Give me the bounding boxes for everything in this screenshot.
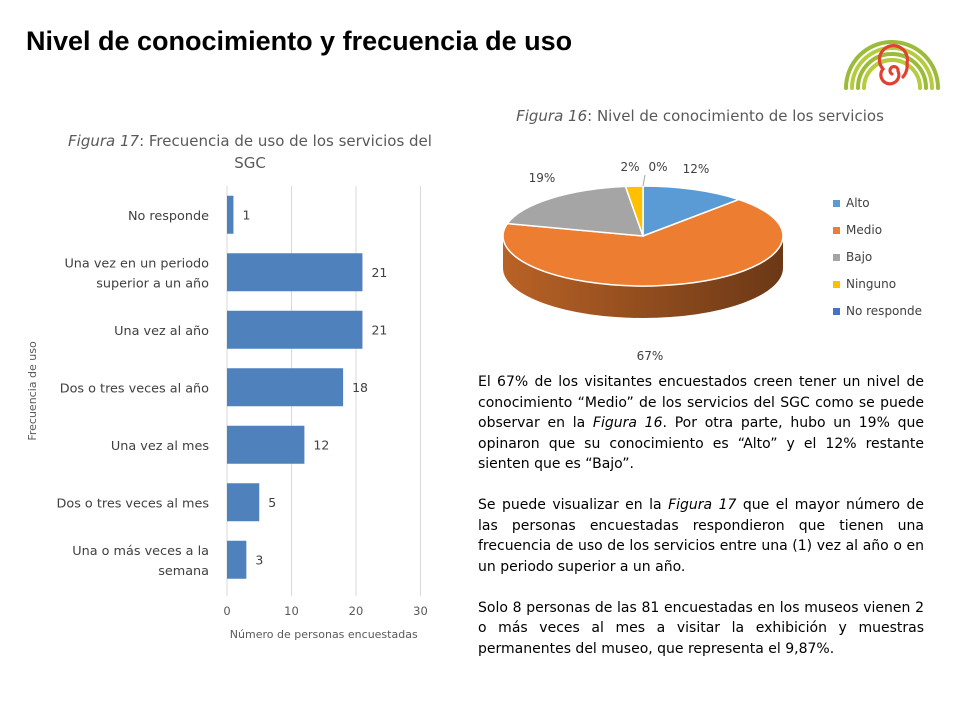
legend-label: No responde: [846, 304, 922, 318]
bar: [227, 425, 305, 464]
pie-chart-title: Figura 16: Nivel de conocimiento de los …: [500, 105, 900, 127]
category-label-line: superior a un año: [96, 276, 209, 291]
category-label-line: Una vez en un periodo: [64, 256, 209, 271]
bar-data-label: 21: [371, 322, 387, 337]
legend-label: Alto: [846, 196, 870, 210]
bar: [227, 483, 260, 522]
pie-data-label: 19%: [529, 171, 556, 185]
x-tick-label: 10: [284, 604, 299, 618]
bar-data-label: 1: [242, 207, 250, 222]
pie-chart-title-text: : Nivel de conocimiento de los servicios: [587, 107, 884, 125]
y-axis-title: Frecuencia de uso: [26, 341, 39, 441]
description-text: El 67% de los visitantes encuestados cre…: [478, 372, 924, 680]
category-label: Una vez al año: [114, 324, 209, 339]
bar: [227, 540, 247, 579]
category-label: Una o más veces a la semana: [72, 544, 209, 579]
legend-label: Medio: [846, 223, 882, 237]
paragraph-2: Se puede visualizar en la Figura 17 que …: [478, 495, 924, 577]
bar-data-label: 5: [268, 495, 276, 510]
category-label-line: Una vez al mes: [111, 439, 209, 454]
bar: [227, 253, 363, 292]
x-axis-title: Número de personas encuestadas: [230, 628, 418, 641]
legend-swatch: [833, 281, 840, 288]
pie-data-label: 2%: [620, 160, 639, 174]
category-label: Dos o tres veces al año: [60, 381, 209, 396]
bar-data-label: 3: [255, 552, 263, 567]
pie-slice-side: [503, 236, 783, 318]
pie-data-label: 0%: [648, 160, 667, 174]
page-title: Nivel de conocimiento y frecuencia de us…: [26, 26, 573, 56]
bar-chart-title-text: : Frecuencia de uso de los servicios del…: [139, 132, 432, 172]
paragraph-2-part-b: que el mayor número de las personas encu…: [478, 497, 924, 575]
paragraph-1-figure-ref: Figura 16: [592, 415, 663, 431]
paragraph-3: Solo 8 personas de las 81 encuestadas en…: [478, 599, 924, 657]
legend-swatch: [833, 254, 840, 261]
legend-swatch: [833, 227, 840, 234]
pie-leader-line: [642, 174, 646, 187]
legend-swatch: [833, 308, 840, 315]
x-tick-label: 30: [413, 604, 428, 618]
pie-slice: [624, 185, 644, 237]
bar: [227, 195, 234, 234]
category-label: Una vez al mes: [111, 439, 209, 454]
bar: [227, 310, 363, 349]
pie-slice: [642, 185, 742, 238]
bar-data-label: 12: [313, 437, 329, 452]
bar-chart: 0 10 20 30 1 No responde 21 Una vez en un perio…: [26, 186, 428, 641]
bar-data-label: 18: [352, 380, 368, 395]
category-label: No responde: [128, 209, 209, 224]
bar-chart-title: Figura 17: Frecuencia de uso de los serv…: [60, 130, 440, 174]
bar-chart-figure-label: Figura 17: [68, 132, 140, 150]
category-label-line: semana: [158, 564, 209, 579]
pie-chart-figure-label: Figura 16: [516, 107, 588, 125]
pie-chart: 12% 67% 19% 2% 0% Alto Medio Bajo Ninguno No resp…: [502, 160, 922, 363]
paragraph-1-part-a: El 67% de los visitantes encuestados cre…: [478, 374, 924, 431]
pie-slice: [506, 185, 645, 237]
logo: [844, 40, 940, 90]
category-label: Dos o tres veces al mes: [57, 496, 210, 511]
paragraph-2-part-a: Se puede visualizar en la: [478, 497, 669, 513]
paragraph-1-part-b: . Por otra parte, hubo un 19% que opinar…: [478, 415, 924, 472]
category-label: Una vez en un periodo superior a un año: [64, 256, 209, 291]
paragraph-1: El 67% de los visitantes encuestados cre…: [478, 372, 924, 475]
category-label-line: Dos o tres veces al mes: [57, 496, 210, 511]
category-label-line: Dos o tres veces al año: [60, 381, 209, 396]
pie-data-label: 67%: [637, 349, 664, 363]
pie-slice: [502, 198, 784, 287]
paragraph-2-figure-ref: Figura 17: [668, 497, 737, 513]
category-label-line: Una vez al año: [114, 324, 209, 339]
x-tick-label: 0: [223, 604, 230, 618]
bar-data-label: 21: [371, 265, 387, 280]
pie-data-label: 12%: [683, 162, 710, 176]
legend-swatch: [833, 200, 840, 207]
legend-label: Ninguno: [846, 277, 896, 291]
bar: [227, 368, 344, 407]
x-tick-label: 20: [349, 604, 364, 618]
category-label-line: No responde: [128, 209, 209, 224]
legend-label: Bajo: [846, 250, 872, 264]
category-label-line: Una o más veces a la: [72, 544, 209, 559]
